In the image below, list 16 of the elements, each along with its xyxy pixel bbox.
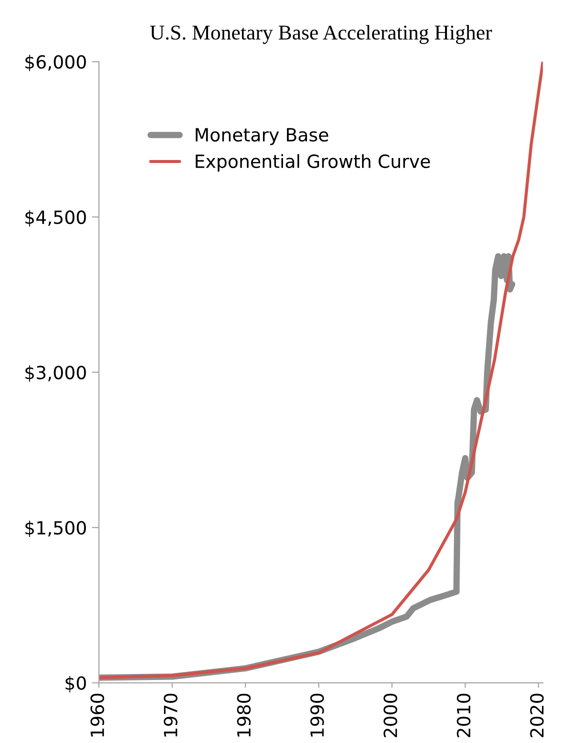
y-tick-label: $3,000 [25,365,86,382]
x-tick-label: 2010 [456,694,470,738]
x-tick-label: 2020 [530,694,544,738]
line-series [98,62,543,680]
chart-title: U.S. Monetary Base Accelerating Higher [150,24,492,44]
x-tick-label: 2000 [384,694,398,738]
x-tick-label: 1960 [90,694,104,737]
x-tick-label: 1990 [310,694,324,737]
x-tick-label: 1970 [164,694,178,737]
legend-label: Exponential Growth Curve [196,154,430,172]
y-tick-label: $6,000 [25,54,86,72]
y-tick-label: $0 [66,676,86,692]
legend-label: Monetary Base [196,128,328,146]
y-tick-label: $4,500 [25,210,86,226]
y-tick-label: $1,500 [25,520,86,538]
x-tick-label: 1980 [237,694,251,737]
